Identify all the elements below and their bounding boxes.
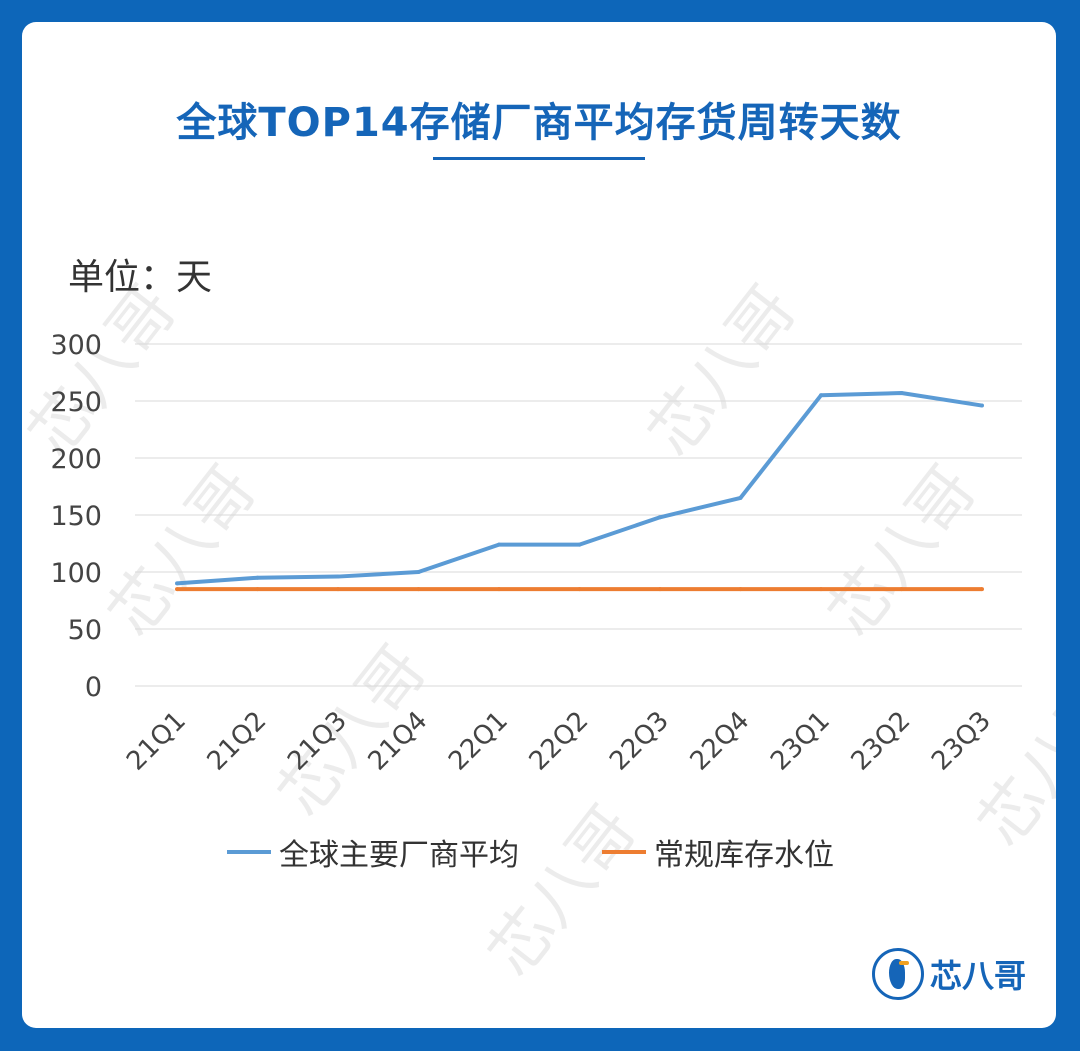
y-tick-label: 200 — [50, 444, 102, 475]
bird-logo-icon — [871, 948, 924, 1000]
series-0-point — [738, 495, 743, 500]
y-tick-label: 50 — [68, 615, 102, 646]
series-0-point — [497, 542, 501, 547]
legend-item-series-1: 常规库存水位 — [602, 830, 834, 874]
y-tick-label: 300 — [50, 330, 102, 361]
chart-title: 全球TOP14存储厂商平均存货周转天数 — [176, 100, 902, 146]
x-tick-label: 22Q3 — [604, 706, 675, 777]
series-1-point — [658, 587, 662, 592]
legend-item-series-0: 全球主要厂商平均 — [227, 830, 519, 874]
series-0-point — [577, 542, 582, 547]
series-1-point — [336, 587, 340, 592]
legend-label-series-0: 全球主要厂商平均 — [279, 838, 519, 873]
x-tick-label: 23Q1 — [765, 706, 836, 777]
y-tick-label: 100 — [50, 558, 102, 589]
series-1-point — [577, 587, 582, 592]
series-1-point — [899, 587, 904, 592]
series-1-point — [980, 587, 984, 592]
x-tick-label: 23Q3 — [926, 706, 997, 777]
logo-text: 芯八哥 — [929, 957, 1026, 995]
series-0-point — [175, 581, 179, 586]
x-tick-label: 22Q1 — [443, 706, 514, 777]
x-tick-label: 21Q1 — [121, 706, 192, 777]
brand-logo: 芯八哥 — [871, 948, 1026, 1000]
title-underline — [433, 157, 645, 160]
series-0-point — [336, 574, 340, 579]
y-tick-label: 0 — [85, 672, 102, 703]
series-0-point — [658, 515, 662, 520]
legend: 全球主要厂商平均 常规库存水位 — [22, 830, 1056, 880]
series-1-point — [497, 587, 501, 592]
series-1-point — [738, 587, 743, 592]
x-tick-label: 21Q2 — [202, 706, 273, 777]
series-0-point — [899, 391, 904, 396]
series-0-point — [416, 570, 421, 574]
series-1-point — [175, 587, 179, 592]
series-line-0 — [176, 391, 983, 586]
series-0-point — [980, 403, 984, 408]
x-tick-label: 21Q4 — [363, 706, 434, 777]
y-tick-label: 150 — [50, 501, 102, 532]
x-tick-label: 21Q3 — [282, 706, 353, 777]
unit-label: 单位：天 — [68, 257, 213, 298]
legend-label-series-1: 常规库存水位 — [654, 838, 834, 873]
y-tick-label: 250 — [50, 387, 102, 418]
x-tick-label: 22Q2 — [524, 706, 595, 777]
legend-swatch-series-0 — [227, 850, 271, 854]
series-0-point — [255, 575, 260, 580]
legend-swatch-series-1 — [602, 850, 646, 854]
x-tick-label: 22Q4 — [685, 706, 756, 777]
series-0-point — [819, 393, 823, 398]
x-tick-label: 23Q2 — [846, 706, 917, 777]
series-1-point — [255, 587, 260, 592]
series-1-point — [819, 587, 823, 592]
series-1-point — [416, 587, 421, 592]
chart-card: 芯八哥 芯八哥 芯八哥 芯八哥 芯八哥 芯八哥 芯八哥 全球TOP14存储厂商平… — [22, 22, 1056, 1028]
